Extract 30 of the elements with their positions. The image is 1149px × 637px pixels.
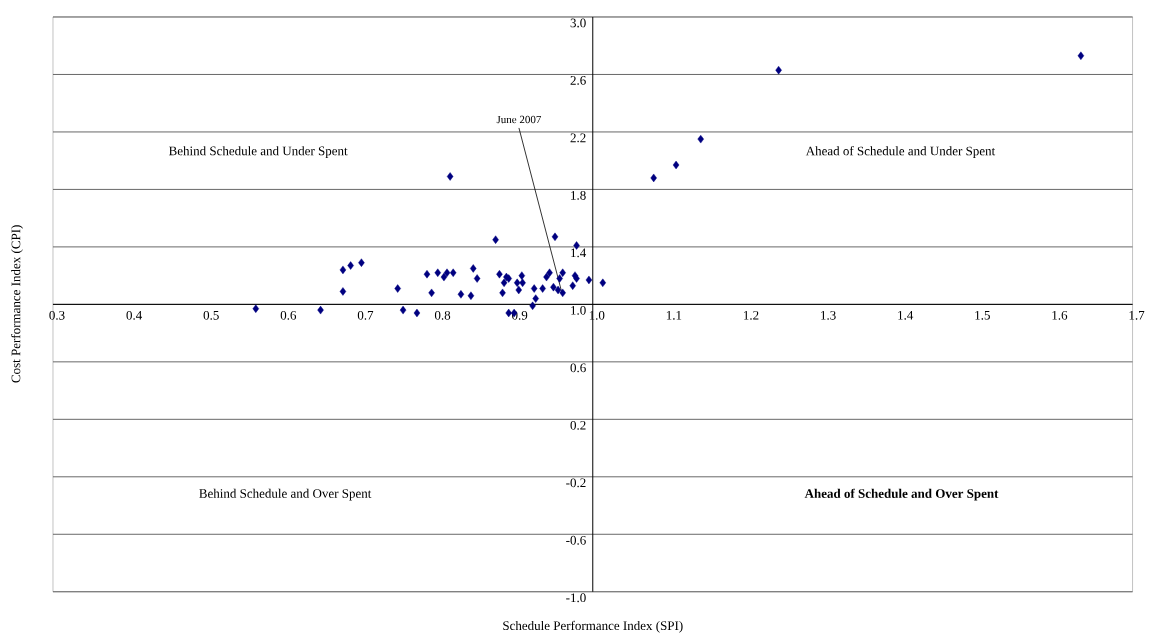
y-tick-label: 2.6 [570, 76, 586, 85]
annotation: Ahead of Schedule and Over Spent [804, 488, 999, 501]
annotation: Behind Schedule and Under Spent [168, 146, 348, 158]
x-tick-label: 0.7 [357, 310, 374, 320]
x-tick-label: 0.4 [126, 310, 143, 320]
x-tick-label: 1.2 [744, 310, 759, 320]
y-tick-label: -1.0 [566, 593, 586, 603]
y-tick-label: -0.2 [566, 478, 586, 488]
annotation: Behind Schedule and Over Spent [199, 488, 372, 501]
x-tick-label: 1.6 [1052, 310, 1068, 320]
x-tick-label: 1.4 [898, 310, 914, 320]
x-axis-title: Schedule Performance Index (SPI) [503, 620, 683, 633]
y-tick-label: 1.4 [571, 248, 587, 258]
y-tick-label: 1.8 [571, 190, 586, 200]
x-tick-label: 0.5 [203, 310, 219, 320]
x-tick-label: 0.6 [280, 310, 297, 320]
x-tick-label: 1.1 [666, 310, 682, 320]
x-tick-label: 0.3 [49, 310, 65, 320]
x-tick-label: 0.8 [434, 310, 451, 320]
x-tick-label: 1.3 [821, 310, 836, 320]
y-tick-label: 2.2 [570, 133, 586, 143]
y-tick-label: 0.6 [570, 363, 586, 373]
annotation: June 2007 [496, 115, 542, 124]
y-tick-label: -0.6 [566, 535, 586, 545]
y-axis-title: Cost Performance Index (CPI) [11, 225, 23, 383]
x-tick-label: 1.5 [975, 310, 990, 320]
annotation: Ahead of Schedule and Under Spent [805, 146, 996, 158]
y-tick-label: 0.2 [570, 420, 586, 430]
y-tick-label: 3.0 [570, 18, 586, 28]
x-tick-label: 1.7 [1129, 310, 1145, 320]
